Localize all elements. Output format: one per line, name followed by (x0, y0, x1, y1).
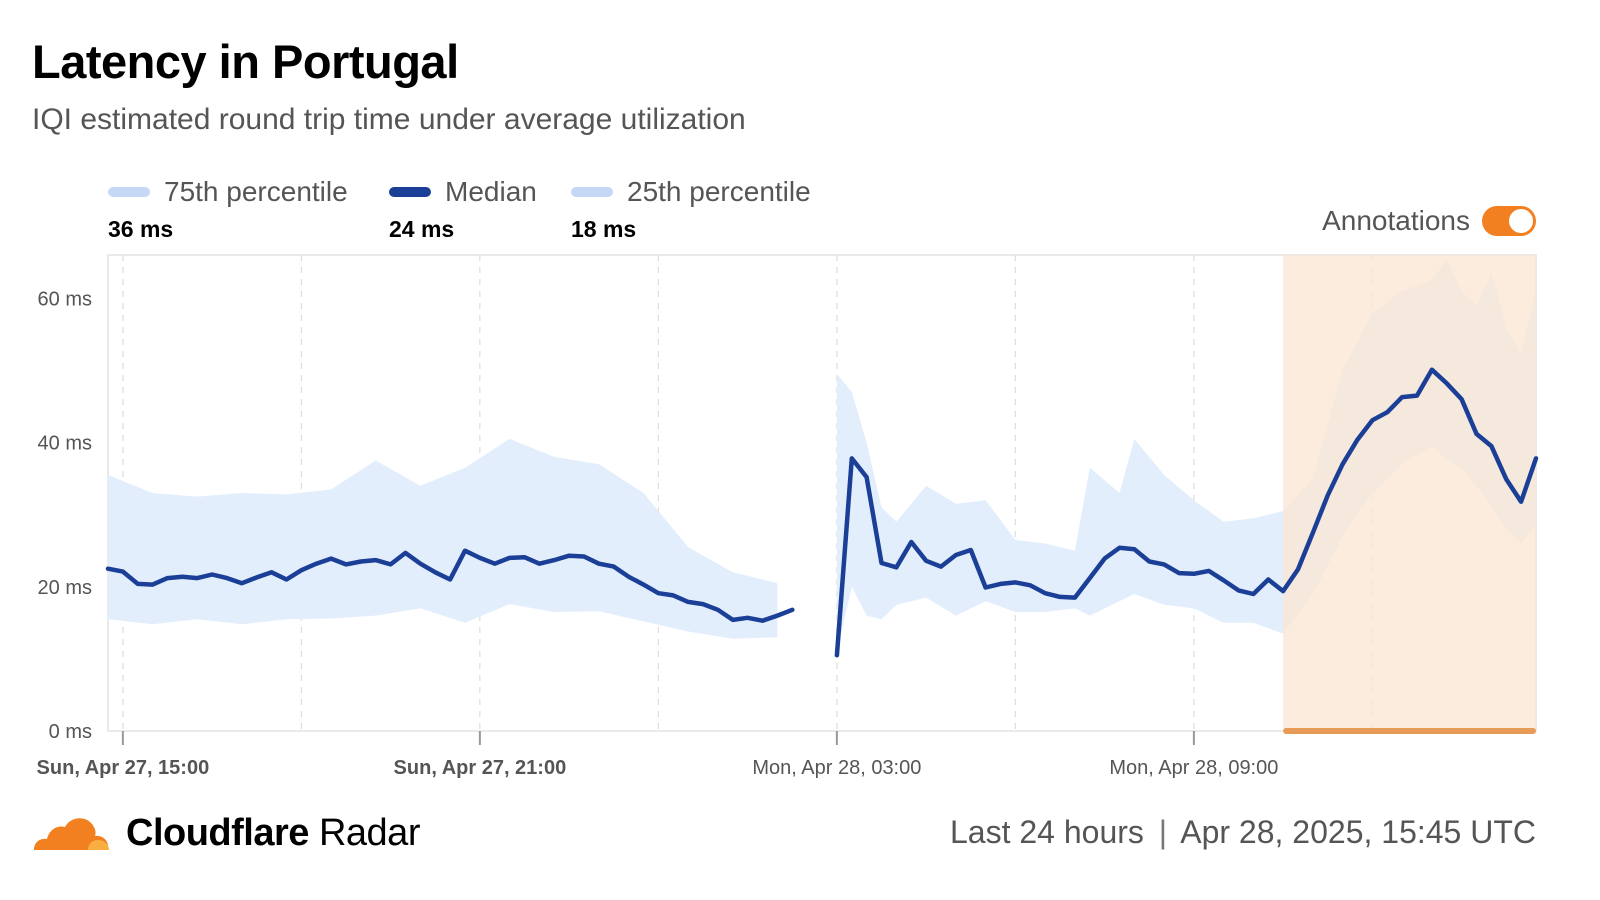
legend-value-25th: 18 ms (571, 216, 637, 242)
y-tick-label: 20 ms (38, 577, 92, 599)
chart-title: Latency in Portugal (32, 35, 459, 88)
cloudflare-radar-brand[interactable]: Cloudflare Radar (30, 812, 420, 855)
legend-label-25th: 25th percentile (627, 176, 811, 207)
legend-swatch-median (389, 187, 431, 197)
annotations-toggle[interactable] (1482, 206, 1536, 236)
legend-swatch-75th (108, 187, 150, 197)
x-tick-label: Mon, Apr 28, 09:00 (1109, 757, 1278, 779)
legend-label-75th: 75th percentile (164, 176, 348, 207)
legend-item-75th[interactable]: 75th percentile 36 ms (108, 176, 348, 243)
annotation-bar (1283, 728, 1536, 734)
legend-label-median: Median (445, 176, 537, 207)
annotations-label: Annotations (1322, 205, 1470, 236)
brand-product: Radar (318, 812, 421, 854)
legend-swatch-25th (571, 187, 613, 197)
toggle-knob (1509, 209, 1533, 233)
annotation-region (1283, 255, 1536, 731)
y-tick-label: 40 ms (38, 433, 92, 455)
time-range-info: Last 24 hours | Apr 28, 2025, 15:45 UTC (950, 814, 1536, 850)
percentile-band (108, 438, 778, 639)
x-tick-label: Sun, Apr 27, 15:00 (37, 757, 210, 779)
y-tick-label: 60 ms (38, 288, 92, 310)
cloudflare-logo-icon (34, 817, 109, 853)
legend-item-median[interactable]: Median 24 ms (389, 176, 537, 243)
legend-item-25th[interactable]: 25th percentile 18 ms (571, 176, 811, 243)
x-tick-label: Mon, Apr 28, 03:00 (752, 757, 921, 779)
time-range-label: Last 24 hours (950, 814, 1144, 850)
last-updated-timestamp: Apr 28, 2025, 15:45 UTC (1180, 814, 1536, 850)
median-line (105, 548, 795, 623)
median-line (834, 367, 1539, 658)
x-tick-label: Sun, Apr 27, 21:00 (394, 757, 567, 779)
y-tick-label: 0 ms (49, 721, 92, 743)
legend-value-median: 24 ms (389, 216, 455, 242)
annotations-control: Annotations (1322, 205, 1536, 237)
brand-name: Cloudflare (126, 812, 309, 854)
chart-subtitle: IQI estimated round trip time under aver… (32, 103, 746, 136)
legend-value-75th: 36 ms (108, 216, 174, 242)
